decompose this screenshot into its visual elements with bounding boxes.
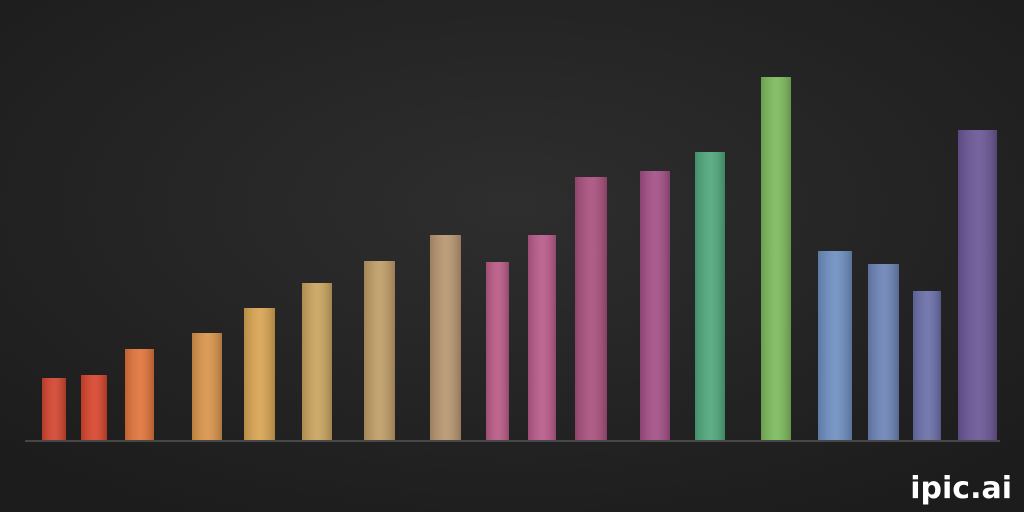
bar-shade [868, 264, 899, 440]
bar-shade [640, 171, 670, 440]
bar-shade [761, 77, 791, 440]
bar-shade [486, 262, 509, 440]
bar-shade [302, 283, 332, 440]
bar-shade [958, 130, 997, 440]
bar-shade [528, 235, 556, 440]
bar-shade [364, 261, 395, 440]
watermark: ipic.ai [910, 471, 1012, 506]
bar-shade [430, 235, 461, 440]
bar-shade [42, 378, 66, 440]
bar-shade [125, 349, 154, 440]
bar-shade [192, 333, 222, 440]
bar-shade [81, 375, 107, 440]
bar-shade [244, 308, 275, 440]
bar-shade [695, 152, 725, 440]
bar-shade [913, 291, 941, 440]
bar-shade [818, 251, 852, 440]
bar-shade [575, 177, 607, 440]
